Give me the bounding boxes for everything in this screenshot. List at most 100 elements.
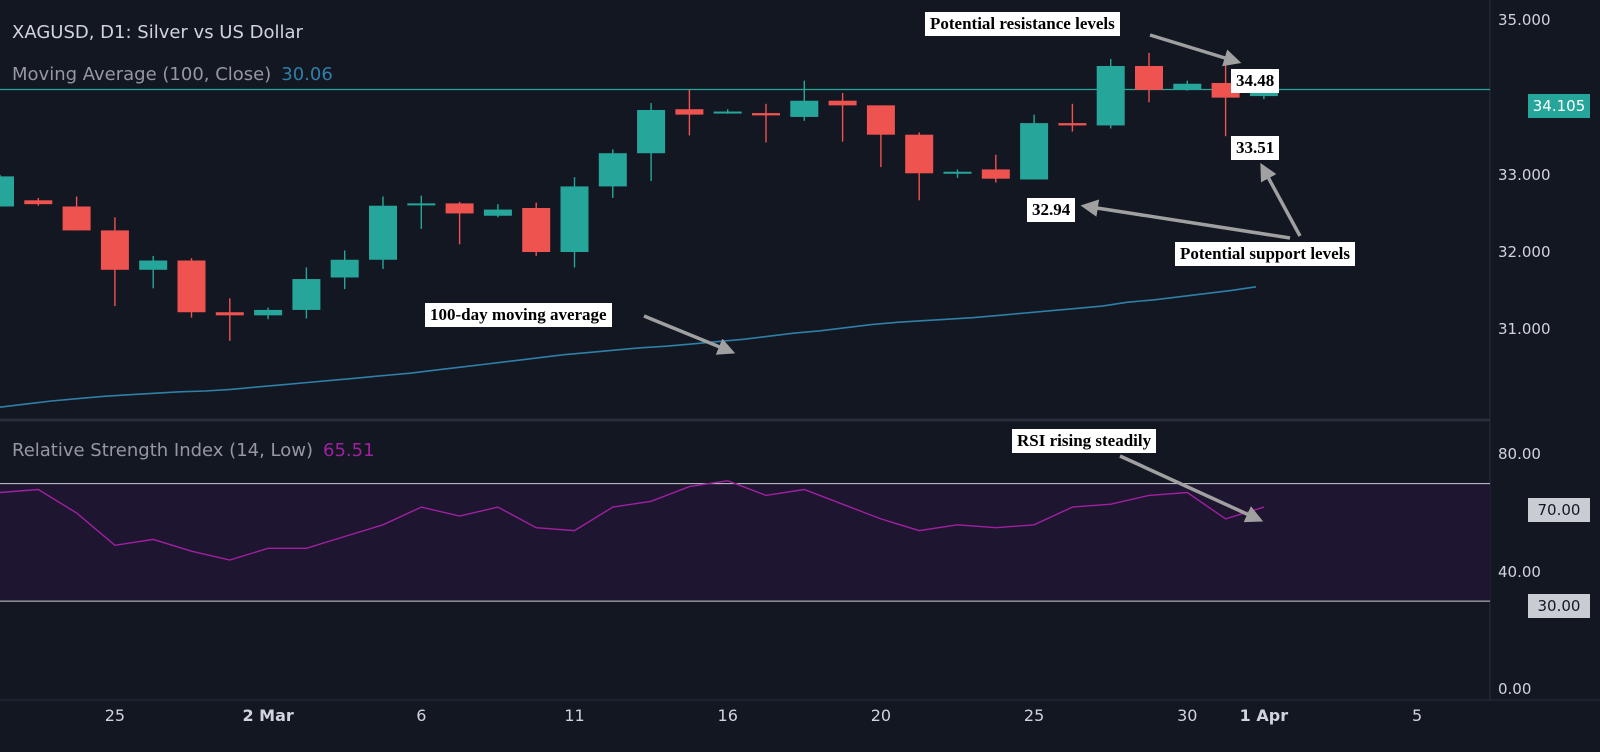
- y-tick-label: 0.00: [1498, 680, 1532, 699]
- candle: [637, 103, 666, 182]
- candle-body: [1173, 83, 1202, 90]
- candle: [483, 204, 512, 218]
- candle: [215, 298, 244, 341]
- candle-body: [828, 100, 857, 106]
- candle: [981, 154, 1010, 183]
- support-value-label-2: 32.94: [1027, 198, 1076, 222]
- candle: [713, 109, 742, 114]
- candle: [254, 307, 283, 320]
- candle: [369, 196, 397, 270]
- symbol-title[interactable]: XAGUSD, D1: Silver vs US Dollar: [12, 22, 303, 43]
- candle-body: [943, 171, 972, 174]
- candle-body: [905, 134, 934, 174]
- rsi-arrow: [1119, 454, 1264, 523]
- candle-body: [637, 109, 666, 154]
- candle-body: [522, 208, 551, 253]
- y-tick-label: 80.00: [1498, 445, 1541, 464]
- candle: [866, 105, 895, 168]
- candle-body: [62, 206, 91, 231]
- candle: [598, 149, 627, 198]
- current-price-tag: 34.105: [1528, 94, 1590, 118]
- ma-label: Moving Average (100, Close): [12, 64, 272, 85]
- candle-body: [981, 169, 1010, 179]
- candle-body: [790, 100, 819, 117]
- candle: [1058, 103, 1087, 132]
- rsi-line: [0, 479, 1265, 561]
- rsi-value: 65.51: [323, 440, 375, 461]
- candle: [139, 255, 168, 289]
- candle-body: [254, 309, 283, 316]
- candle-body: [866, 105, 895, 135]
- candle-body: [598, 153, 627, 187]
- support-value-label-1: 33.51: [1231, 136, 1280, 160]
- rsi-label: Relative Strength Index (14, Low): [12, 440, 314, 461]
- x-tick-label: 5: [1412, 706, 1423, 725]
- x-tick-label: 1 Apr: [1239, 706, 1289, 725]
- x-tick-label: 25: [104, 706, 126, 725]
- candle-body: [483, 209, 512, 216]
- ma-value: 30.06: [281, 64, 333, 85]
- candle: [752, 103, 780, 143]
- candle: [177, 258, 206, 318]
- candle: [675, 89, 704, 136]
- candle: [24, 197, 53, 206]
- rsi-band: [0, 483, 1490, 602]
- candle-body: [713, 111, 742, 114]
- resistance-value-label: 34.48: [1231, 69, 1280, 93]
- x-tick-label: 11: [564, 706, 585, 725]
- candle: [445, 201, 474, 245]
- candle: [828, 93, 857, 142]
- moving-average-layer: [0, 286, 1257, 408]
- candle: [1020, 114, 1049, 180]
- candle: [407, 195, 436, 229]
- x-tick-label: 30: [1177, 706, 1198, 725]
- candle-body: [752, 113, 780, 116]
- candle-body: [292, 279, 321, 310]
- candle-body: [177, 260, 206, 313]
- candle: [330, 250, 359, 290]
- candle-body: [215, 312, 244, 316]
- rsi-lower-tag: 30.00: [1528, 594, 1590, 618]
- candle-body: [445, 203, 474, 214]
- x-tick-label: 25: [1023, 706, 1045, 725]
- candle: [905, 132, 934, 201]
- support-arrow-1: [1260, 162, 1302, 237]
- candle-body: [369, 205, 397, 260]
- y-tick-label: 32.000: [1498, 243, 1551, 262]
- y-tick-label: 40.00: [1498, 562, 1541, 581]
- candle-body: [1058, 123, 1087, 126]
- ma-legend[interactable]: Moving Average (100, Close) 30.06: [12, 64, 333, 85]
- candle-body: [24, 200, 53, 205]
- candle-body: [1135, 65, 1163, 90]
- rsi-annotation: RSI rising steadily: [1012, 429, 1157, 453]
- ma-arrow: [643, 314, 736, 355]
- candle: [790, 80, 819, 121]
- y-tick-label: 31.000: [1498, 320, 1551, 339]
- resistance-arrow: [1149, 33, 1242, 67]
- support-arrow-2: [1080, 199, 1291, 240]
- annotation-arrows: [643, 33, 1302, 523]
- candle-body: [1249, 91, 1278, 97]
- candle: [100, 217, 129, 307]
- candle: [1096, 59, 1125, 129]
- candle-body: [1096, 65, 1125, 126]
- candle: [943, 169, 972, 178]
- rsi-legend[interactable]: Relative Strength Index (14, Low) 65.51: [12, 440, 375, 461]
- moving-average-line: [0, 286, 1257, 408]
- candle-body: [0, 176, 14, 207]
- resistance-label: Potential resistance levels: [925, 12, 1120, 36]
- candle: [1135, 52, 1163, 103]
- candle-body: [560, 186, 589, 253]
- rsi-layer: [0, 479, 1490, 602]
- candle-body: [675, 109, 704, 115]
- candle-body: [100, 230, 129, 270]
- candle-body: [330, 259, 359, 278]
- x-tick-label: 16: [717, 706, 738, 725]
- candle: [522, 202, 551, 256]
- candle: [62, 196, 91, 231]
- x-tick-label: 2 Mar: [242, 706, 294, 725]
- x-tick-label: 6: [416, 706, 427, 725]
- rsi-upper-tag: 70.00: [1528, 498, 1590, 522]
- candle: [292, 267, 321, 319]
